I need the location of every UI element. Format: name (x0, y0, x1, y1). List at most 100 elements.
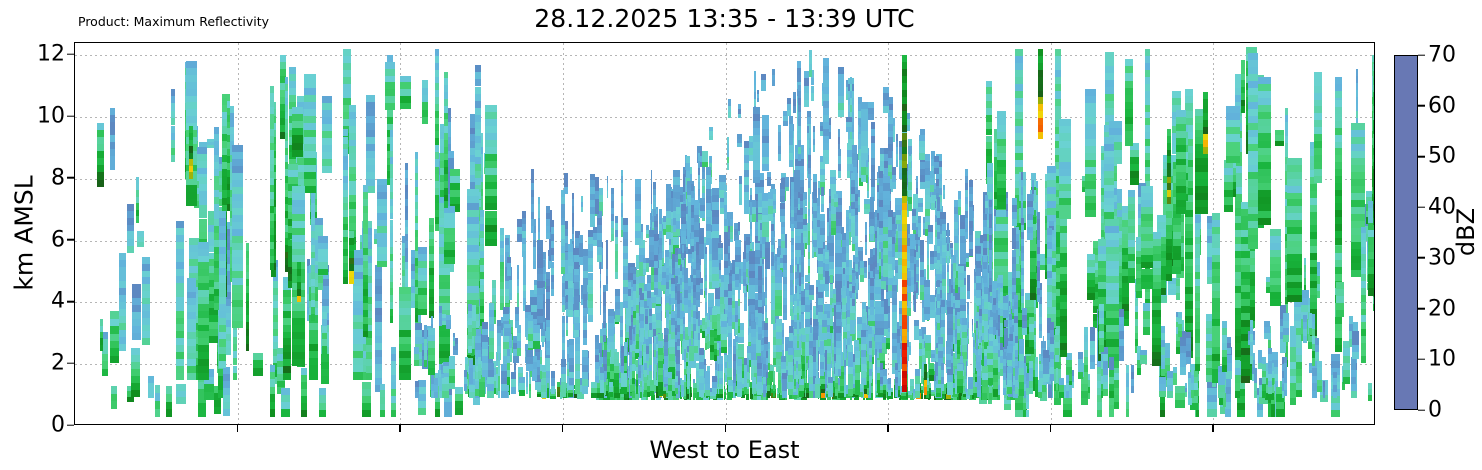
reflectivity-cell (1341, 381, 1346, 390)
reflectivity-cell (1145, 111, 1151, 119)
reflectivity-cell (1185, 110, 1193, 118)
reflectivity-cell (187, 359, 197, 367)
reflectivity-cell (402, 242, 406, 250)
reflectivity-cell (1084, 152, 1097, 160)
reflectivity-cell (470, 161, 478, 169)
reflectivity-cell (1280, 339, 1287, 347)
reflectivity-cell (986, 101, 992, 108)
reflectivity-cell (1104, 170, 1114, 178)
reflectivity-cell (1207, 263, 1215, 271)
reflectivity-cell (231, 243, 244, 251)
reflectivity-cell (343, 210, 349, 217)
reflectivity-cell (352, 279, 363, 287)
reflectivity-cell (1104, 198, 1114, 205)
reflectivity-cell (996, 138, 1007, 146)
reflectivity-cell (223, 306, 232, 313)
reflectivity-cell (322, 339, 328, 347)
reflectivity-cell (399, 365, 411, 373)
reflectivity-cell (1040, 253, 1046, 260)
reflectivity-cell (875, 307, 884, 315)
reflectivity-cell (1104, 177, 1114, 185)
reflectivity-cell (273, 308, 278, 316)
reflectivity-cell (438, 275, 450, 283)
reflectivity-cell (322, 312, 328, 319)
reflectivity-cell (1055, 133, 1062, 141)
reflectivity-cell (214, 406, 222, 414)
reflectivity-cell (1055, 239, 1062, 247)
reflectivity-cell (1062, 410, 1072, 417)
reflectivity-cell (1258, 168, 1271, 176)
reflectivity-cell (127, 210, 135, 218)
reflectivity-cell (1127, 211, 1136, 219)
reflectivity-cell (1105, 86, 1114, 94)
reflectivity-cell (1212, 311, 1220, 319)
reflectivity-cell (443, 257, 455, 265)
reflectivity-cell (322, 299, 329, 307)
reflectivity-cell (1309, 267, 1318, 275)
reflectivity-cell (795, 208, 804, 216)
reflectivity-cell (1127, 225, 1136, 233)
reflectivity-cell (405, 198, 409, 206)
reflectivity-cell (1350, 185, 1365, 193)
reflectivity-cell (1185, 230, 1193, 238)
reflectivity-cell (365, 109, 375, 117)
reflectivity-cell (1206, 347, 1216, 355)
reflectivity-cell (1188, 378, 1193, 386)
reflectivity-cell (1269, 264, 1282, 272)
reflectivity-cell (447, 122, 451, 130)
reflectivity-cell (1129, 171, 1139, 178)
reflectivity-cell (363, 247, 369, 255)
reflectivity-cell (300, 402, 308, 410)
reflectivity-cell (1235, 236, 1242, 244)
reflectivity-cell (1007, 287, 1015, 295)
reflectivity-cell (479, 285, 484, 293)
reflectivity-cell (1309, 253, 1318, 261)
reflectivity-cell (1285, 149, 1289, 157)
reflectivity-cell (485, 118, 497, 126)
reflectivity-cell (474, 150, 482, 158)
reflectivity-cell (231, 285, 244, 293)
reflectivity-cell (993, 244, 1009, 252)
reflectivity-cell (273, 369, 278, 377)
reflectivity-cell (127, 217, 135, 225)
reflectivity-cell (1206, 409, 1217, 417)
reflectivity-cell (170, 147, 175, 155)
reflectivity-cell (1140, 213, 1154, 221)
reflectivity-cell (1098, 260, 1106, 268)
reflectivity-cell (208, 321, 219, 329)
reflectivity-cell (231, 165, 244, 173)
reflectivity-cell (1127, 239, 1136, 248)
reflectivity-cell (986, 191, 994, 199)
reflectivity-cell (292, 317, 305, 325)
reflectivity-cell (1059, 119, 1072, 127)
reflectivity-cell (474, 107, 482, 115)
reflectivity-cell (132, 290, 141, 298)
reflectivity-cell (1361, 301, 1366, 309)
reflectivity-cell (100, 325, 104, 332)
reflectivity-cell (1361, 233, 1366, 241)
reflectivity-cell (245, 314, 249, 323)
reflectivity-cell (273, 362, 278, 370)
reflectivity-cell (466, 217, 479, 224)
reflectivity-cell (835, 239, 843, 247)
reflectivity-cell (222, 374, 231, 382)
reflectivity-cell (1055, 211, 1062, 219)
reflectivity-cell (1212, 354, 1220, 362)
reflectivity-cell (110, 333, 120, 341)
reflectivity-cell (1127, 268, 1136, 276)
reflectivity-cell (429, 217, 435, 225)
reflectivity-cell (1258, 161, 1271, 169)
reflectivity-cell (414, 194, 419, 202)
reflectivity-cell (303, 87, 316, 95)
reflectivity-cell (1280, 304, 1287, 312)
reflectivity-cell (1368, 266, 1374, 274)
reflectivity-cell (414, 180, 419, 188)
reflectivity-cell (285, 105, 289, 113)
reflectivity-cell (1151, 331, 1161, 339)
reflectivity-cell (270, 114, 275, 122)
reflectivity-cell (887, 144, 893, 152)
reflectivity-cell (1163, 365, 1171, 373)
reflectivity-cell (1145, 167, 1151, 174)
reflectivity-cell (1145, 83, 1151, 91)
reflectivity-cell (1285, 248, 1289, 256)
